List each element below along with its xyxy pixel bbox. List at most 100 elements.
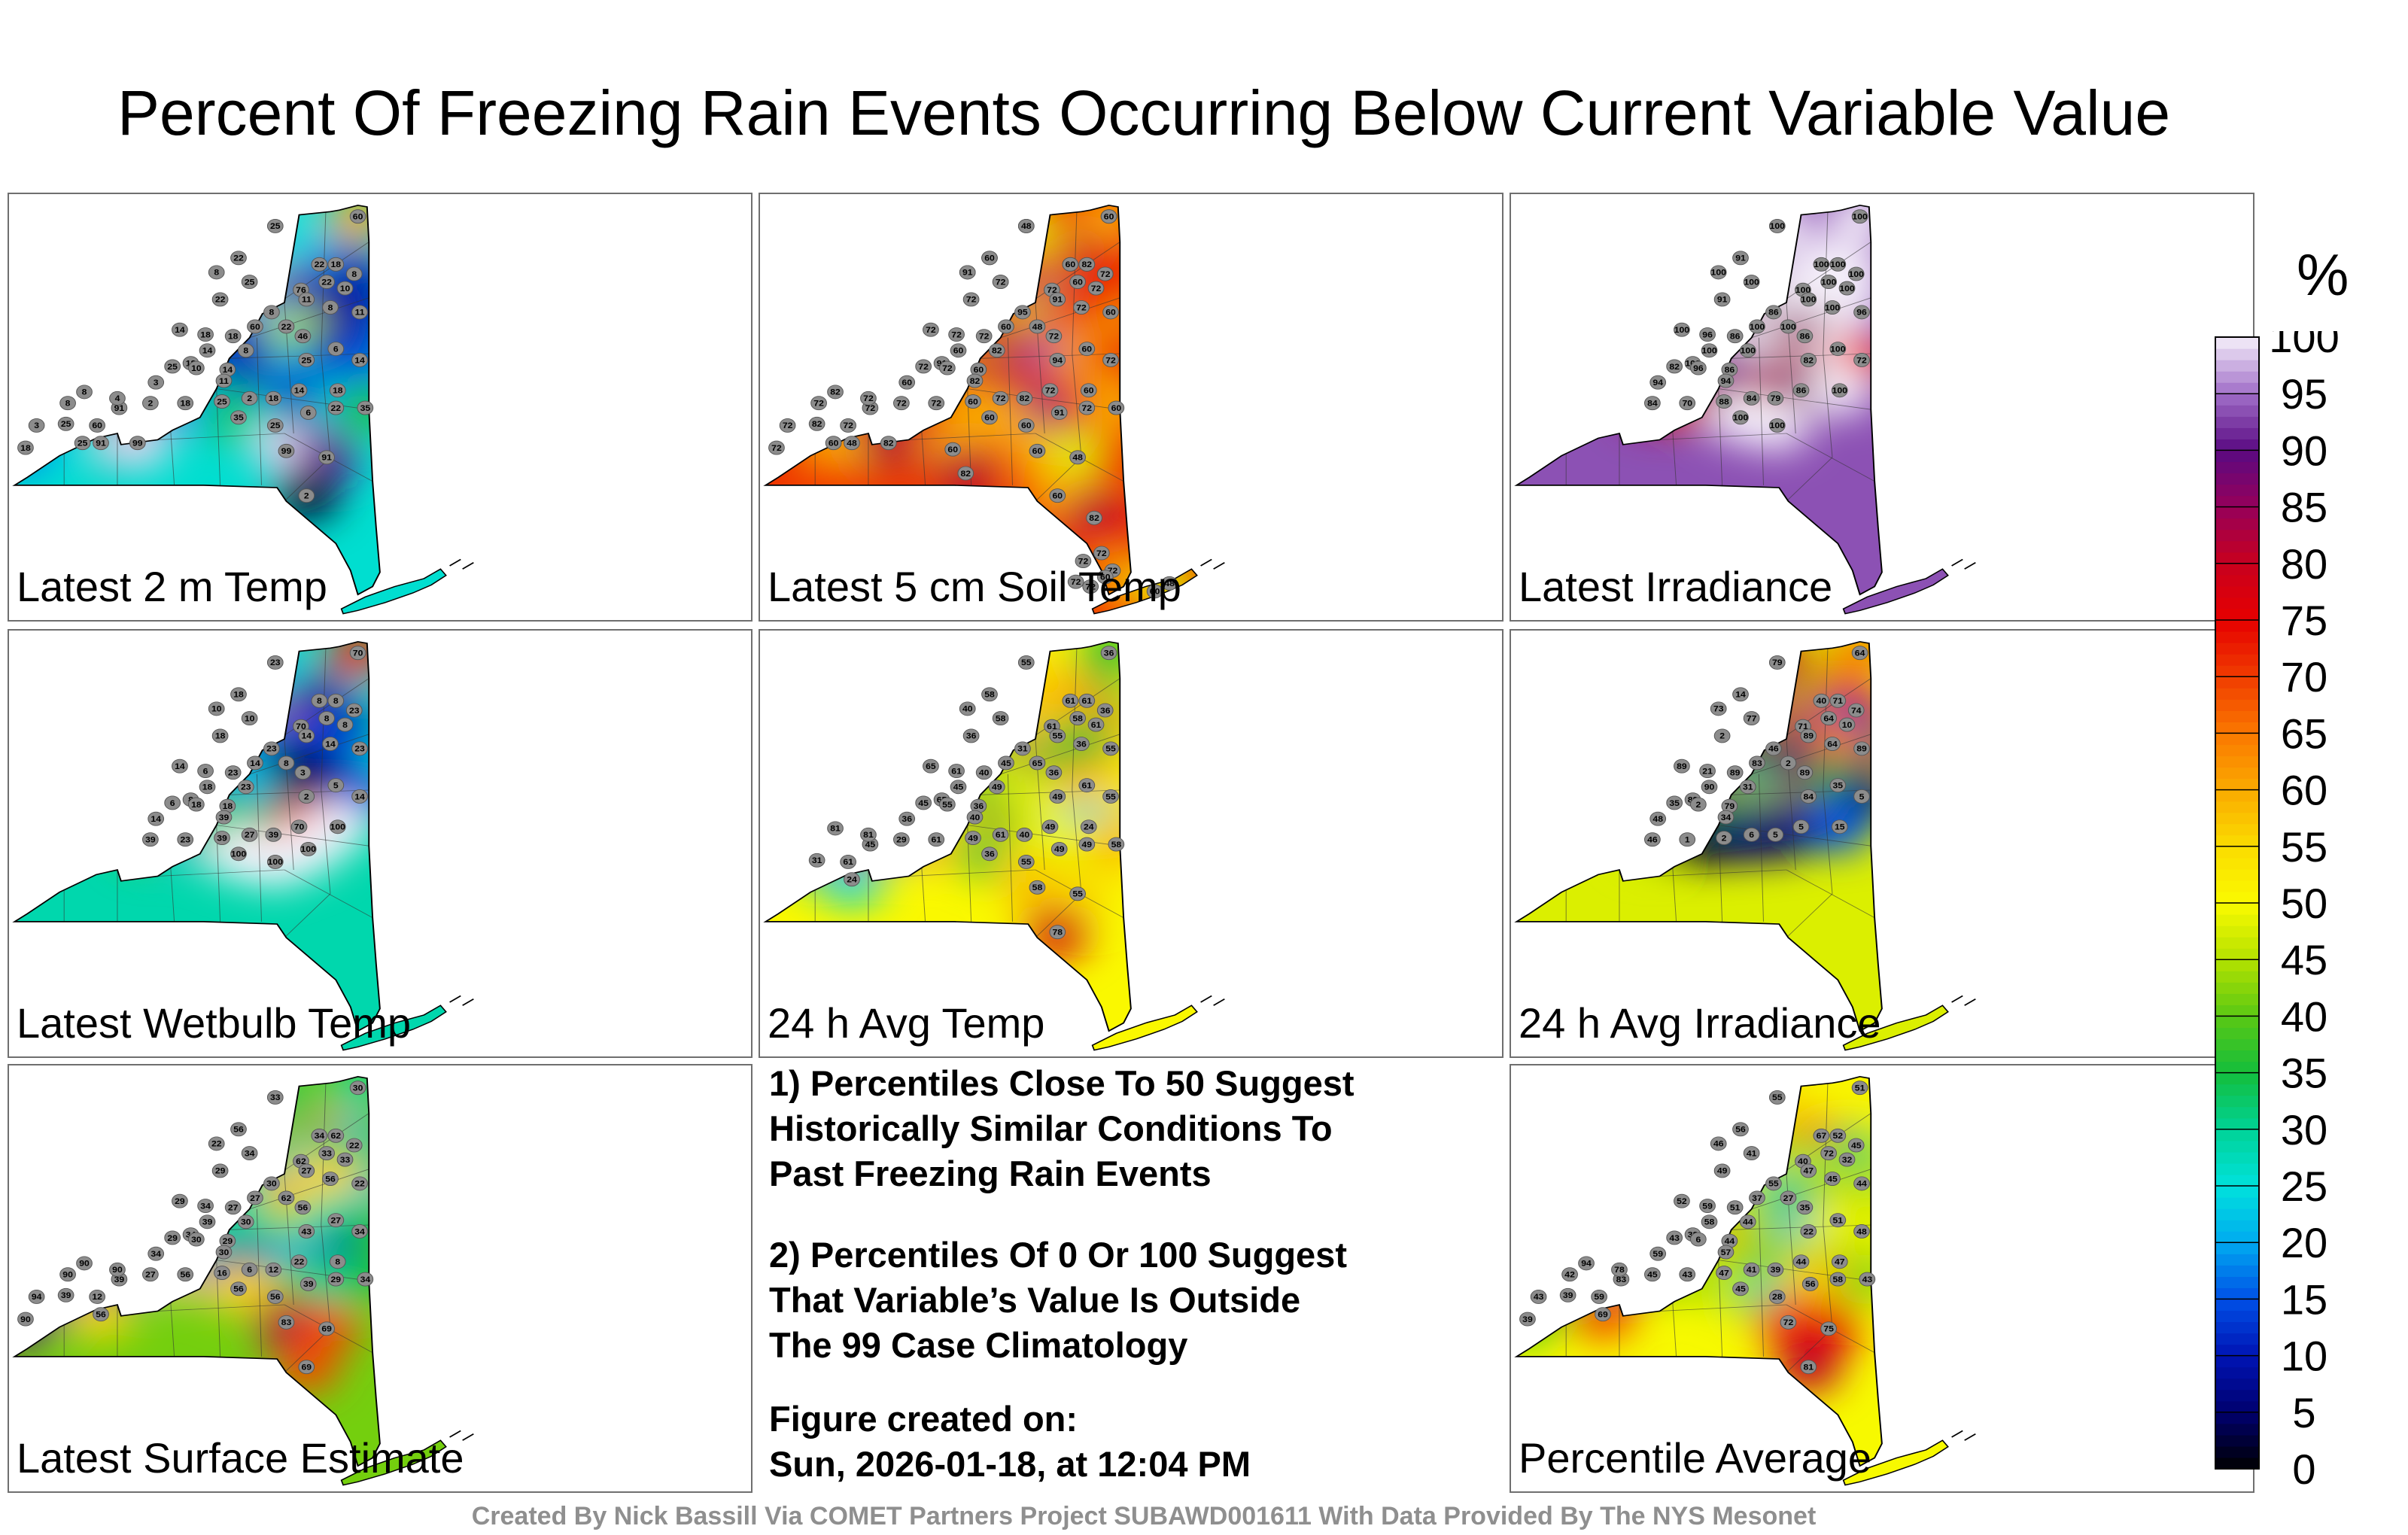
station-value: 58	[996, 715, 1006, 723]
station-value: 72	[1076, 304, 1087, 312]
station-marker	[1853, 741, 1870, 756]
station-marker	[1102, 741, 1119, 756]
station-marker	[1649, 1246, 1667, 1261]
colorbar-swatch	[2215, 744, 2259, 757]
station-marker	[1831, 819, 1848, 834]
station-marker	[208, 701, 225, 716]
station-value: 61	[1047, 723, 1057, 731]
station-marker	[59, 1267, 76, 1282]
station-marker	[57, 1287, 74, 1302]
station-value: 89	[1804, 732, 1814, 740]
station-marker	[1796, 765, 1814, 780]
station-value: 22	[294, 1258, 305, 1266]
color-field	[765, 641, 1197, 1050]
station-marker	[1017, 418, 1035, 433]
station-marker	[129, 436, 146, 451]
station-marker	[322, 737, 339, 751]
station-value: 55	[942, 801, 953, 810]
station-marker	[1080, 819, 1097, 834]
station-value: 40	[1020, 831, 1030, 840]
station-marker	[1578, 1256, 1595, 1271]
station-marker	[1049, 353, 1066, 367]
colorbar-swatch	[2215, 1457, 2259, 1470]
station-marker	[1824, 737, 1841, 751]
colorbar-swatch	[2215, 722, 2259, 734]
colorbar-swatch	[2215, 574, 2259, 587]
station-value: 11	[219, 378, 230, 386]
station-marker	[1690, 1232, 1707, 1247]
station-marker	[290, 1254, 308, 1269]
station-value: 47	[1804, 1167, 1814, 1175]
colorbar-swatch	[2215, 1231, 2259, 1243]
station-value: 89	[1800, 769, 1811, 777]
station-value: 12	[269, 1266, 279, 1275]
station-value: 73	[1713, 705, 1724, 713]
county-border	[1786, 893, 1833, 938]
colorbar-tick-label: 35	[2281, 1050, 2327, 1097]
station-marker	[1108, 837, 1125, 852]
colorbar-swatch	[2215, 767, 2259, 780]
county-border	[249, 734, 369, 775]
station-value: 14	[1735, 691, 1746, 699]
station-marker	[1853, 353, 1870, 367]
station-marker	[1792, 383, 1810, 398]
station-value: 60	[984, 254, 995, 263]
station-value: 55	[1021, 859, 1032, 867]
station-marker	[981, 847, 998, 862]
station-value: 83	[281, 1319, 292, 1327]
station-value: 14	[175, 327, 185, 335]
station-value: 43	[1682, 1271, 1692, 1279]
station-value: 49	[992, 783, 1002, 792]
colorbar-tick-label: 65	[2281, 710, 2327, 757]
station-marker	[311, 1128, 328, 1143]
station-value: 61	[931, 836, 941, 844]
station-marker	[1017, 655, 1035, 670]
station-value: 56	[1805, 1281, 1816, 1289]
station-marker	[915, 795, 932, 810]
station-value: 10	[245, 715, 255, 723]
station-value: 82	[970, 378, 981, 386]
station-marker	[1831, 383, 1848, 398]
county-border	[1035, 893, 1082, 938]
station-value: 94	[1581, 1260, 1592, 1268]
station-value: 42	[1564, 1271, 1575, 1279]
color-field	[1516, 205, 1948, 614]
colorbar-swatch	[2215, 540, 2259, 553]
station-value: 46	[1713, 1140, 1724, 1148]
coast-mark	[449, 1430, 474, 1441]
panel-label: Latest Irradiance	[1519, 563, 1833, 610]
station-marker	[164, 359, 181, 374]
station-value: 89	[1856, 745, 1867, 753]
station-marker	[1767, 827, 1784, 842]
colorbar-swatch	[2215, 1299, 2259, 1312]
station-marker	[278, 319, 295, 334]
station-value: 56	[1735, 1126, 1746, 1134]
station-marker	[944, 442, 962, 457]
station-value: 25	[217, 398, 227, 406]
station-marker	[93, 1307, 109, 1322]
station-marker	[1780, 1190, 1797, 1205]
station-value: 43	[1534, 1293, 1544, 1302]
station-marker	[1801, 1277, 1819, 1291]
station-marker	[1829, 1272, 1847, 1287]
county-border	[1758, 1208, 1764, 1357]
station-value: 79	[1725, 803, 1735, 811]
colorbar-swatch	[2215, 993, 2259, 1005]
station-marker	[1674, 1193, 1690, 1208]
colorbar-swatch	[2215, 665, 2259, 677]
station-value: 23	[266, 745, 277, 753]
station-marker	[1701, 343, 1718, 358]
station-value: 56	[96, 1311, 106, 1319]
station-marker	[266, 854, 284, 869]
station-value: 18	[202, 783, 213, 792]
station-value: 100	[1821, 278, 1836, 287]
station-marker	[230, 1281, 247, 1296]
station-marker	[950, 780, 967, 795]
county-border	[284, 457, 331, 502]
note-line: 2) Percentiles Of 0 Or 100 Suggest	[769, 1235, 1347, 1275]
station-marker	[299, 842, 317, 856]
station-value: 56	[270, 1293, 281, 1302]
coast-mark	[1200, 558, 1225, 570]
colorbar-swatch	[2215, 880, 2259, 892]
